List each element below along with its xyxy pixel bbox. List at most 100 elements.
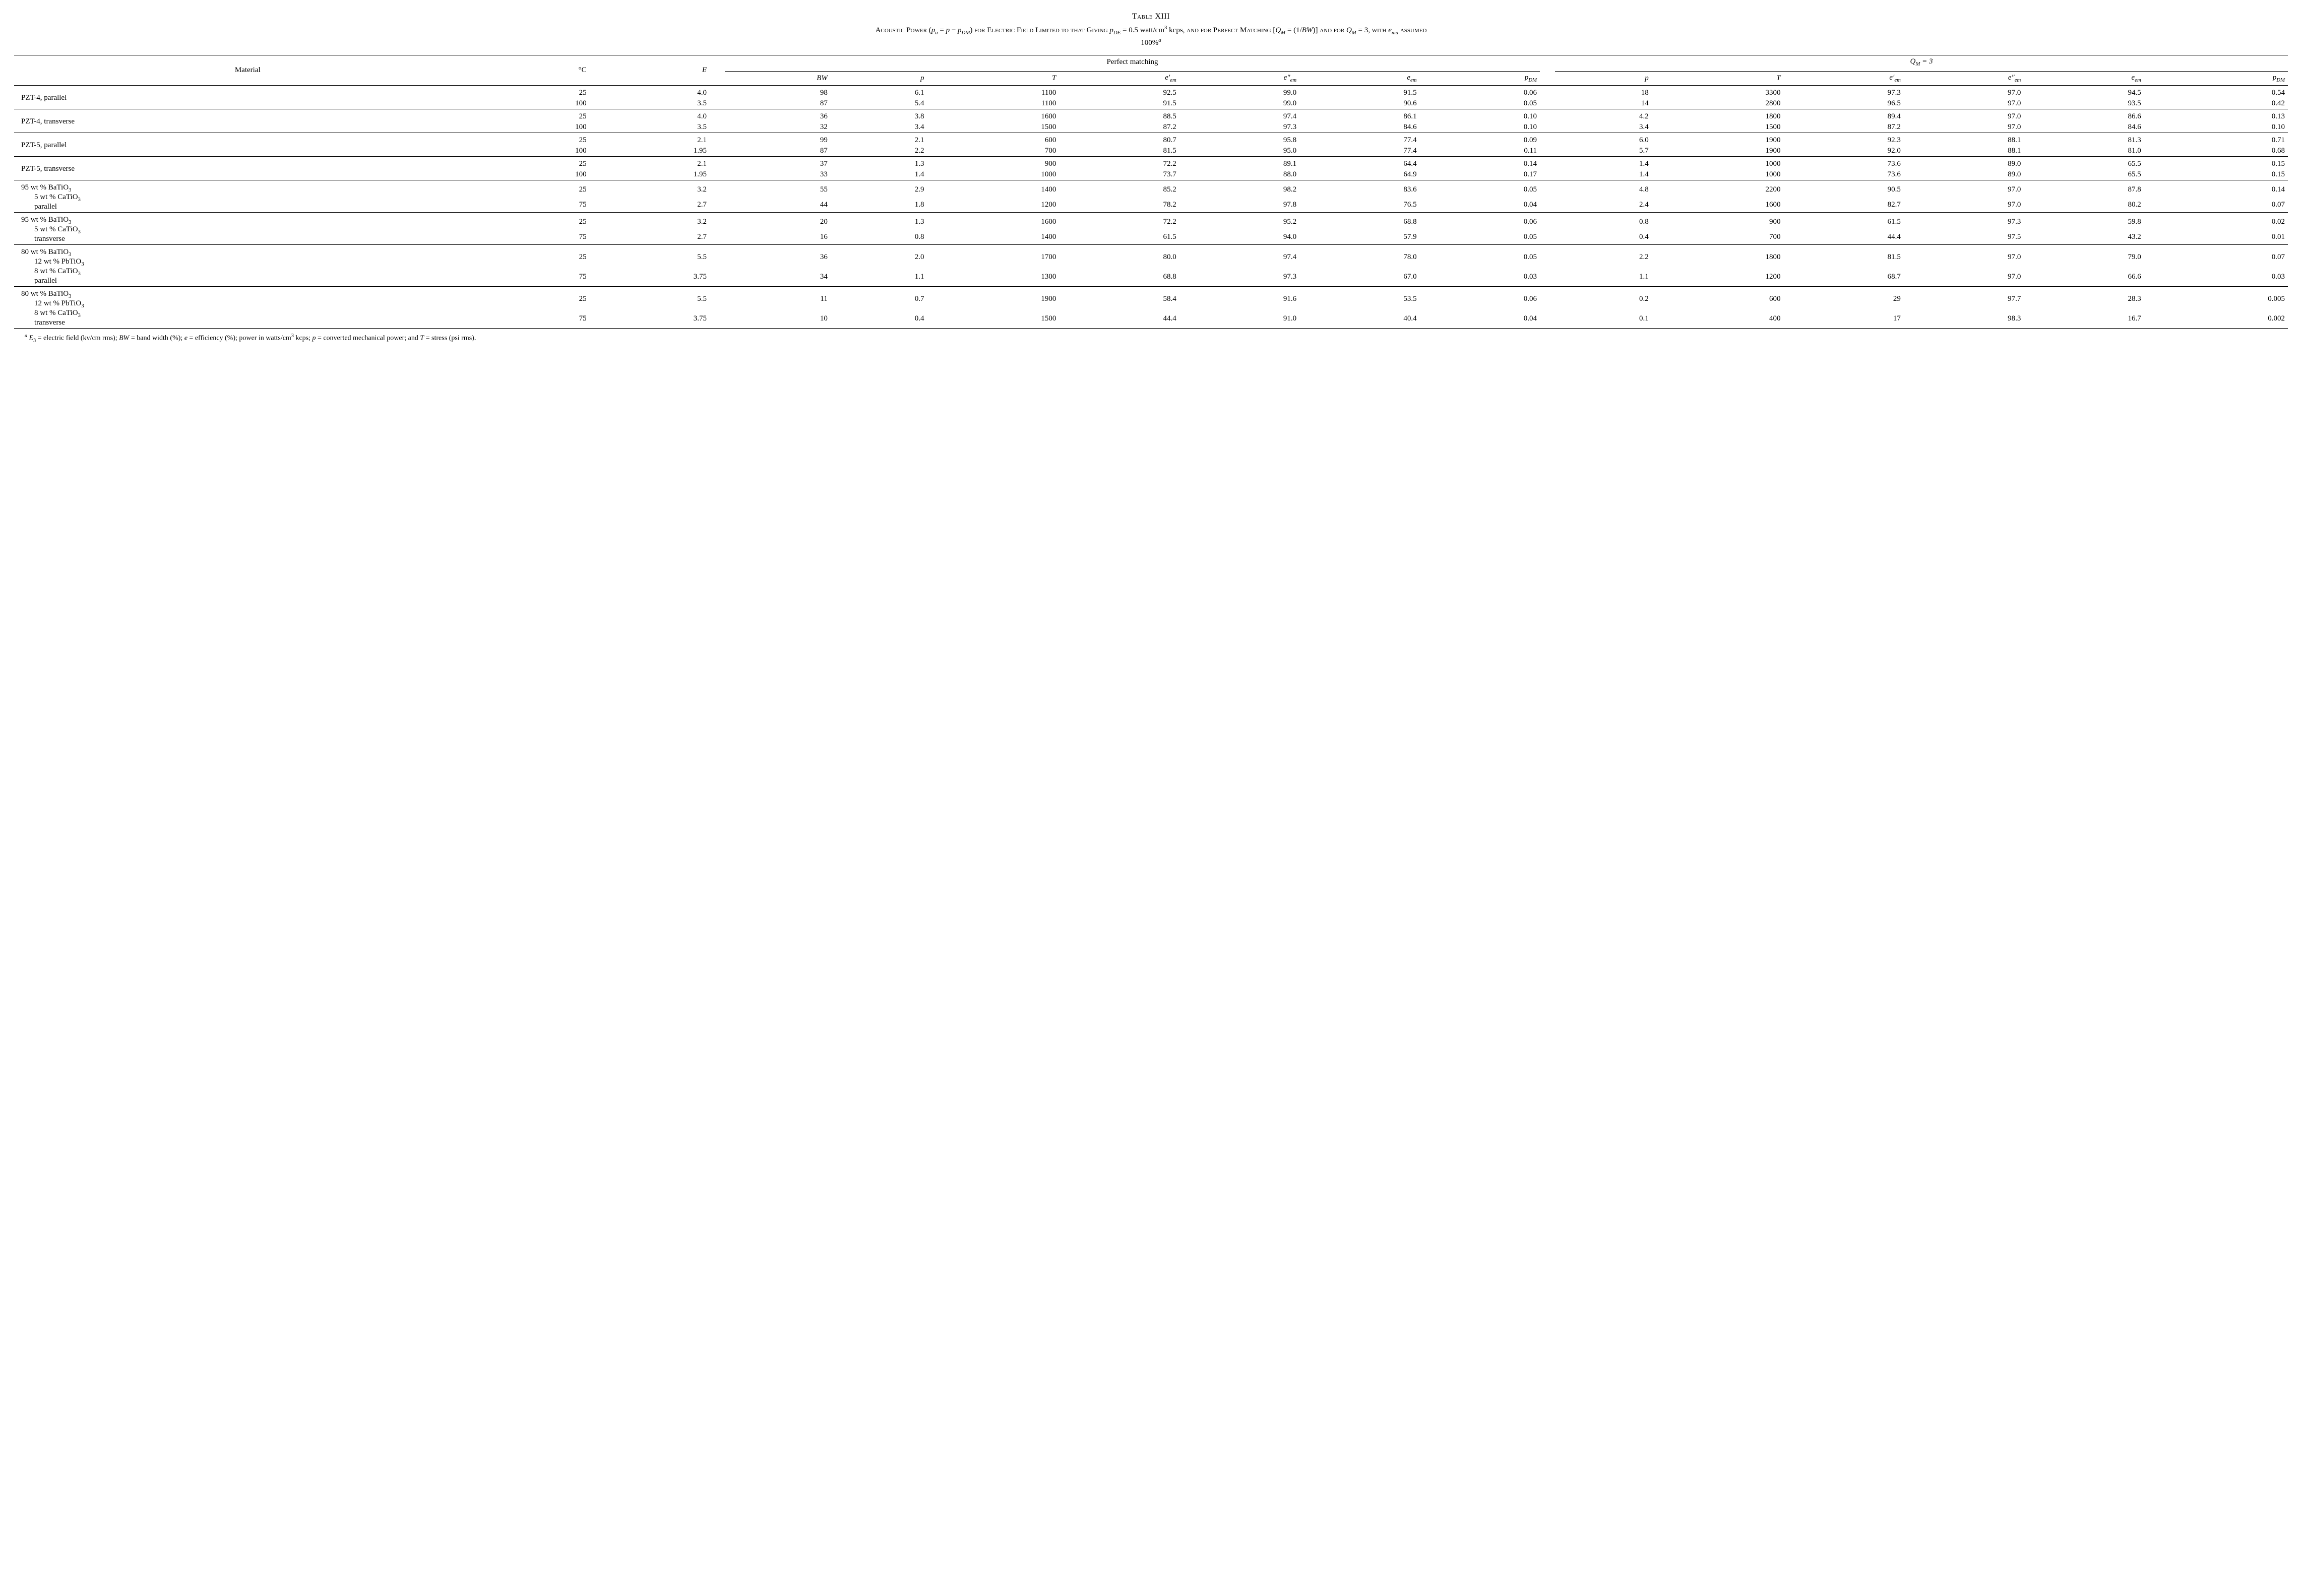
material-cell: 80 wt % BaTiO312 wt % PbTiO38 wt % CaTiO…: [14, 286, 481, 328]
cell-pm-e_em_dprime: 91.6: [1179, 286, 1299, 309]
cell-pm-e_em_dprime: 95.2: [1179, 212, 1299, 230]
cell-pm-p_DM: 0.10: [1420, 122, 1540, 133]
cell-qm-e_em: 79.0: [2024, 244, 2144, 267]
cell-qm-e_em_dprime: 89.0: [1904, 156, 2024, 169]
cell-pm-p: 1.1: [831, 267, 927, 286]
sep: [1540, 212, 1555, 230]
cell-pm-p: 1.3: [831, 156, 927, 169]
cell-qm-e_em_prime: 89.4: [1783, 109, 1903, 122]
col-e_em_dprime: e″em: [1904, 71, 2024, 85]
cell-pm-e_em: 91.5: [1299, 85, 1419, 98]
col-e_em: eem: [1299, 71, 1419, 85]
cell-pm-T: 1100: [927, 85, 1060, 98]
cell-E: 1.95: [590, 169, 710, 180]
cell-pm-p: 2.0: [831, 244, 927, 267]
cell-pm-BW: 10: [725, 309, 831, 328]
cell-pm-e_em_dprime: 97.3: [1179, 267, 1299, 286]
cell-qm-e_em_prime: 29: [1783, 286, 1903, 309]
table-row: 95 wt % BaTiO35 wt % CaTiO3parallel253.2…: [14, 180, 2288, 198]
cell-qm-e_em_prime: 68.7: [1783, 267, 1903, 286]
material-cell: 95 wt % BaTiO35 wt % CaTiO3transverse: [14, 212, 481, 244]
cell-pm-p: 0.7: [831, 286, 927, 309]
cell-pm-BW: 99: [725, 133, 831, 146]
material-cell: PZT-5, transverse: [14, 156, 481, 180]
table-row: 95 wt % BaTiO35 wt % CaTiO3transverse253…: [14, 212, 2288, 230]
cell-E: 3.2: [590, 212, 710, 230]
cell-pm-T: 1300: [927, 267, 1060, 286]
cell-pm-e_em: 64.9: [1299, 169, 1419, 180]
cell-pm-BW: 98: [725, 85, 831, 98]
cell-pm-p: 1.4: [831, 169, 927, 180]
material-cell: 80 wt % BaTiO312 wt % PbTiO38 wt % CaTiO…: [14, 244, 481, 286]
col-T: T: [927, 71, 1060, 85]
table-number: Table XIII: [14, 12, 2288, 21]
cell-qm-e_em_prime: 97.3: [1783, 85, 1903, 98]
col-p_DM: pDM: [2144, 71, 2288, 85]
cell-pm-p_DM: 0.06: [1420, 212, 1540, 230]
cell-pm-e_em: 67.0: [1299, 267, 1419, 286]
cell-pm-T: 1000: [927, 169, 1060, 180]
cell-pm-BW: 33: [725, 169, 831, 180]
cell-qm-p_DM: 0.005: [2144, 286, 2288, 309]
cell-qm-e_em_prime: 73.6: [1783, 156, 1903, 169]
sep: [1540, 267, 1555, 286]
cell-qm-p_DM: 0.01: [2144, 230, 2288, 244]
cell-tempc: 100: [481, 122, 590, 133]
sep: [1540, 244, 1555, 267]
cell-qm-e_em: 81.3: [2024, 133, 2144, 146]
col-e_em_dprime: e″em: [1179, 71, 1299, 85]
cell-E: 3.75: [590, 309, 710, 328]
table-row: 80 wt % BaTiO312 wt % PbTiO38 wt % CaTiO…: [14, 286, 2288, 309]
cell-E: 2.7: [590, 230, 710, 244]
cell-qm-T: 1500: [1652, 122, 1784, 133]
cell-pm-e_em_prime: 80.7: [1059, 133, 1179, 146]
sep: [1540, 309, 1555, 328]
sep: [1540, 146, 1555, 157]
cell-E: 2.1: [590, 133, 710, 146]
cell-qm-e_em: 84.6: [2024, 122, 2144, 133]
cell-pm-e_em_prime: 85.2: [1059, 180, 1179, 198]
cell-pm-e_em_prime: 68.8: [1059, 267, 1179, 286]
cell-pm-T: 900: [927, 156, 1060, 169]
cell-qm-e_em_dprime: 97.0: [1904, 267, 2024, 286]
table-row: PZT-5, parallel252.1992.160080.795.877.4…: [14, 133, 2288, 146]
cell-qm-e_em_dprime: 88.1: [1904, 133, 2024, 146]
cell-qm-e_em: 59.8: [2024, 212, 2144, 230]
cell-E: 5.5: [590, 244, 710, 267]
cell-qm-p_DM: 0.68: [2144, 146, 2288, 157]
sep: [1540, 85, 1555, 98]
cell-pm-p: 2.1: [831, 133, 927, 146]
cell-E: 4.0: [590, 85, 710, 98]
cell-qm-e_em_prime: 73.6: [1783, 169, 1903, 180]
cell-qm-p_DM: 0.002: [2144, 309, 2288, 328]
cell-tempc: 25: [481, 85, 590, 98]
sep: [1540, 109, 1555, 122]
cell-qm-e_em_prime: 44.4: [1783, 230, 1903, 244]
cell-pm-e_em_dprime: 97.4: [1179, 244, 1299, 267]
cell-pm-p_DM: 0.05: [1420, 244, 1540, 267]
cell-E: 2.1: [590, 156, 710, 169]
cell-qm-e_em_dprime: 97.0: [1904, 98, 2024, 109]
cell-pm-p_DM: 0.10: [1420, 109, 1540, 122]
cell-E: 3.5: [590, 98, 710, 109]
sep: [710, 180, 725, 198]
col-p_DM: pDM: [1420, 71, 1540, 85]
cell-qm-e_em: 65.5: [2024, 156, 2144, 169]
cell-qm-e_em_dprime: 97.0: [1904, 244, 2024, 267]
cell-pm-e_em: 77.4: [1299, 133, 1419, 146]
cell-tempc: 25: [481, 244, 590, 267]
col-e_em_prime: e′em: [1783, 71, 1903, 85]
cell-qm-e_em: 87.8: [2024, 180, 2144, 198]
cell-pm-p_DM: 0.11: [1420, 146, 1540, 157]
sep: [710, 85, 725, 98]
sep: [710, 122, 725, 133]
cell-qm-e_em_dprime: 97.0: [1904, 109, 2024, 122]
cell-qm-e_em: 16.7: [2024, 309, 2144, 328]
sep: [710, 244, 725, 267]
cell-tempc: 75: [481, 267, 590, 286]
col-p: p: [1555, 71, 1652, 85]
cell-qm-e_em: 80.2: [2024, 198, 2144, 212]
cell-qm-e_em_prime: 87.2: [1783, 122, 1903, 133]
cell-qm-p_DM: 0.15: [2144, 156, 2288, 169]
cell-E: 5.5: [590, 286, 710, 309]
